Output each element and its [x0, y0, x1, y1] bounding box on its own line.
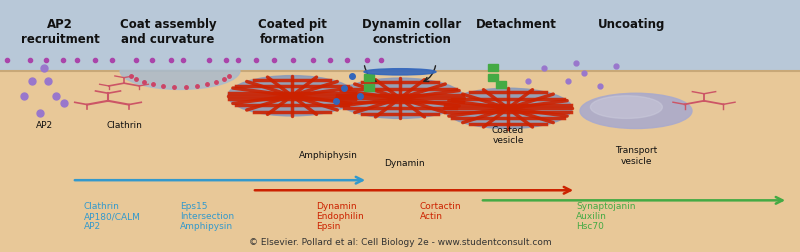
Text: Dynamin
Endophilin
Epsin: Dynamin Endophilin Epsin: [316, 202, 364, 231]
Text: Amphiphysin: Amphiphysin: [298, 151, 358, 160]
Circle shape: [336, 78, 464, 118]
Circle shape: [228, 76, 356, 116]
Text: Coated
vesicle: Coated vesicle: [492, 126, 524, 145]
Text: Synaptojanin
Auxilin
Hsc70: Synaptojanin Auxilin Hsc70: [576, 202, 635, 231]
Ellipse shape: [364, 69, 436, 75]
FancyBboxPatch shape: [364, 74, 374, 81]
Text: Uncoating: Uncoating: [598, 18, 666, 31]
Wedge shape: [120, 71, 240, 89]
Text: Detachment: Detachment: [475, 18, 557, 31]
Text: © Elsevier. Pollard et al: Cell Biology 2e - www.studentconsult.com: © Elsevier. Pollard et al: Cell Biology …: [249, 238, 551, 247]
Text: AP2: AP2: [35, 121, 53, 130]
Text: Coat assembly
and curvature: Coat assembly and curvature: [120, 18, 216, 46]
Text: Eps15
Intersection
Amphipysin: Eps15 Intersection Amphipysin: [180, 202, 234, 231]
Circle shape: [580, 93, 692, 129]
Text: Dynamin collar
constriction: Dynamin collar constriction: [362, 18, 462, 46]
Text: Clathrin
AP180/CALM
AP2: Clathrin AP180/CALM AP2: [84, 202, 141, 231]
FancyBboxPatch shape: [496, 81, 506, 88]
FancyBboxPatch shape: [0, 71, 800, 252]
Circle shape: [444, 88, 572, 129]
Text: Transport
vesicle: Transport vesicle: [615, 146, 657, 166]
FancyBboxPatch shape: [488, 74, 498, 81]
Text: Coated pit
formation: Coated pit formation: [258, 18, 326, 46]
Text: AP2
recruitment: AP2 recruitment: [21, 18, 99, 46]
FancyBboxPatch shape: [364, 84, 374, 91]
Text: Dynamin: Dynamin: [384, 159, 424, 168]
Circle shape: [590, 96, 662, 118]
Text: Cortactin
Actin: Cortactin Actin: [420, 202, 462, 221]
FancyBboxPatch shape: [0, 0, 800, 71]
Text: Clathrin: Clathrin: [106, 121, 142, 130]
FancyBboxPatch shape: [488, 64, 498, 71]
